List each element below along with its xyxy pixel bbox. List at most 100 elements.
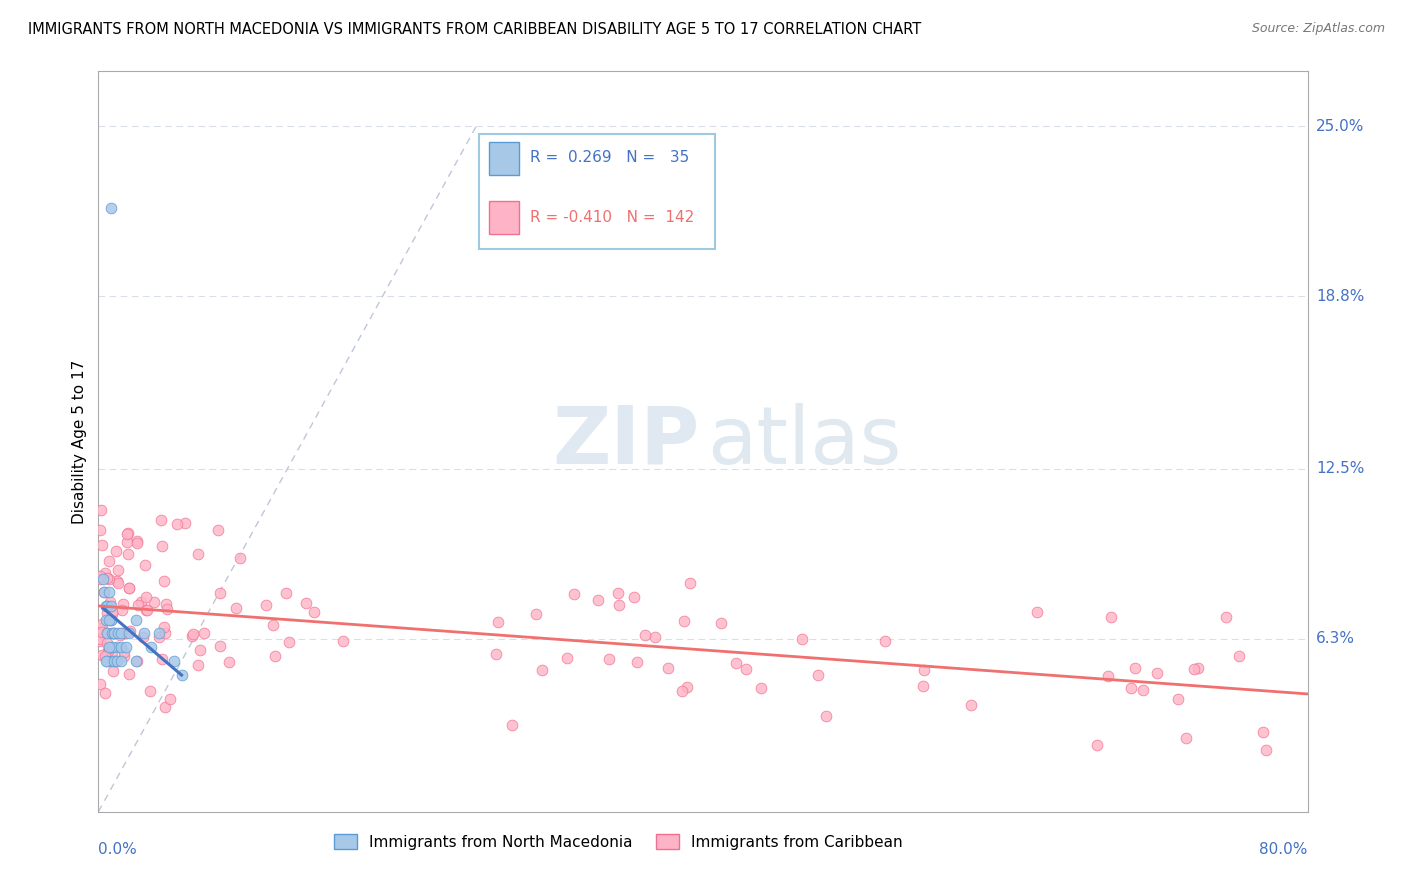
Point xyxy=(1182,662,1205,676)
Point xyxy=(100,202,122,216)
Point xyxy=(117,547,139,561)
Point xyxy=(98,613,121,627)
Point xyxy=(89,524,111,538)
Point xyxy=(1254,743,1277,757)
Point xyxy=(118,626,141,640)
Point xyxy=(562,586,585,600)
Point xyxy=(97,572,120,586)
Point xyxy=(89,676,111,690)
Text: atlas: atlas xyxy=(707,402,901,481)
Point xyxy=(101,626,124,640)
Point xyxy=(93,585,115,599)
Point xyxy=(103,654,125,668)
Point xyxy=(873,634,896,648)
Point xyxy=(100,645,122,659)
Point xyxy=(1167,691,1189,706)
Point xyxy=(100,613,122,627)
Point xyxy=(103,626,125,640)
Point xyxy=(110,654,132,668)
Point xyxy=(101,605,124,619)
Point xyxy=(485,647,508,661)
Point xyxy=(132,631,155,645)
Point xyxy=(188,642,211,657)
Point xyxy=(1215,610,1237,624)
Point xyxy=(586,592,609,607)
Bar xyxy=(489,201,519,235)
Point xyxy=(111,603,134,617)
Point xyxy=(89,632,111,647)
Point xyxy=(114,640,136,655)
FancyBboxPatch shape xyxy=(479,135,716,249)
Point xyxy=(125,534,148,549)
Point xyxy=(149,513,172,527)
Point xyxy=(626,655,648,669)
Text: 12.5%: 12.5% xyxy=(1316,461,1364,476)
Point xyxy=(98,595,121,609)
Point xyxy=(112,649,135,664)
Point xyxy=(1025,605,1047,619)
Point xyxy=(148,630,170,644)
Point xyxy=(1227,648,1250,663)
Point xyxy=(97,554,120,568)
Point xyxy=(96,654,118,668)
Point xyxy=(295,596,318,610)
Point xyxy=(96,599,118,613)
Point xyxy=(166,517,188,532)
Point xyxy=(118,581,141,595)
Point xyxy=(911,679,934,693)
Point xyxy=(264,648,287,663)
Legend: Immigrants from North Macedonia, Immigrants from Caribbean: Immigrants from North Macedonia, Immigra… xyxy=(328,828,908,856)
Text: 25.0%: 25.0% xyxy=(1316,119,1364,134)
Text: 6.3%: 6.3% xyxy=(1316,632,1355,647)
Point xyxy=(135,590,157,604)
Bar xyxy=(489,142,519,175)
Point xyxy=(170,667,193,681)
Point xyxy=(709,615,731,630)
Point xyxy=(112,645,135,659)
Point xyxy=(100,613,122,627)
Text: 80.0%: 80.0% xyxy=(1260,842,1308,857)
Point xyxy=(155,597,177,611)
Text: IMMIGRANTS FROM NORTH MACEDONIA VS IMMIGRANTS FROM CARIBBEAN DISABILITY AGE 5 TO: IMMIGRANTS FROM NORTH MACEDONIA VS IMMIG… xyxy=(28,22,921,37)
Point xyxy=(100,607,122,622)
Point xyxy=(193,625,215,640)
Point xyxy=(1123,661,1146,675)
Point xyxy=(790,632,813,647)
Point xyxy=(139,683,162,698)
Point xyxy=(679,576,702,591)
Point xyxy=(187,658,209,673)
Point xyxy=(94,613,117,627)
Point xyxy=(634,628,657,642)
Point xyxy=(96,571,118,585)
Point xyxy=(94,649,117,664)
Point xyxy=(100,599,122,613)
Point xyxy=(302,605,325,619)
Point xyxy=(159,692,181,706)
Point xyxy=(1099,610,1122,624)
Point xyxy=(103,626,125,640)
Point xyxy=(555,650,578,665)
Point xyxy=(1119,681,1142,696)
Point xyxy=(127,536,149,550)
Point xyxy=(91,538,114,552)
Point xyxy=(89,633,111,648)
Point xyxy=(725,656,748,670)
Point xyxy=(98,640,121,655)
Point xyxy=(98,585,121,599)
Point xyxy=(117,526,139,541)
Point xyxy=(111,597,134,611)
Point xyxy=(118,667,141,681)
Point xyxy=(153,625,176,640)
Point xyxy=(142,594,165,608)
Point xyxy=(225,600,247,615)
Point xyxy=(94,566,117,581)
Point xyxy=(959,698,981,713)
Point xyxy=(111,626,134,640)
Point xyxy=(671,683,693,698)
Point xyxy=(156,602,179,616)
Point xyxy=(141,640,163,655)
Point xyxy=(735,662,758,676)
Point xyxy=(676,680,699,694)
Point xyxy=(262,618,284,632)
Point xyxy=(129,595,152,609)
